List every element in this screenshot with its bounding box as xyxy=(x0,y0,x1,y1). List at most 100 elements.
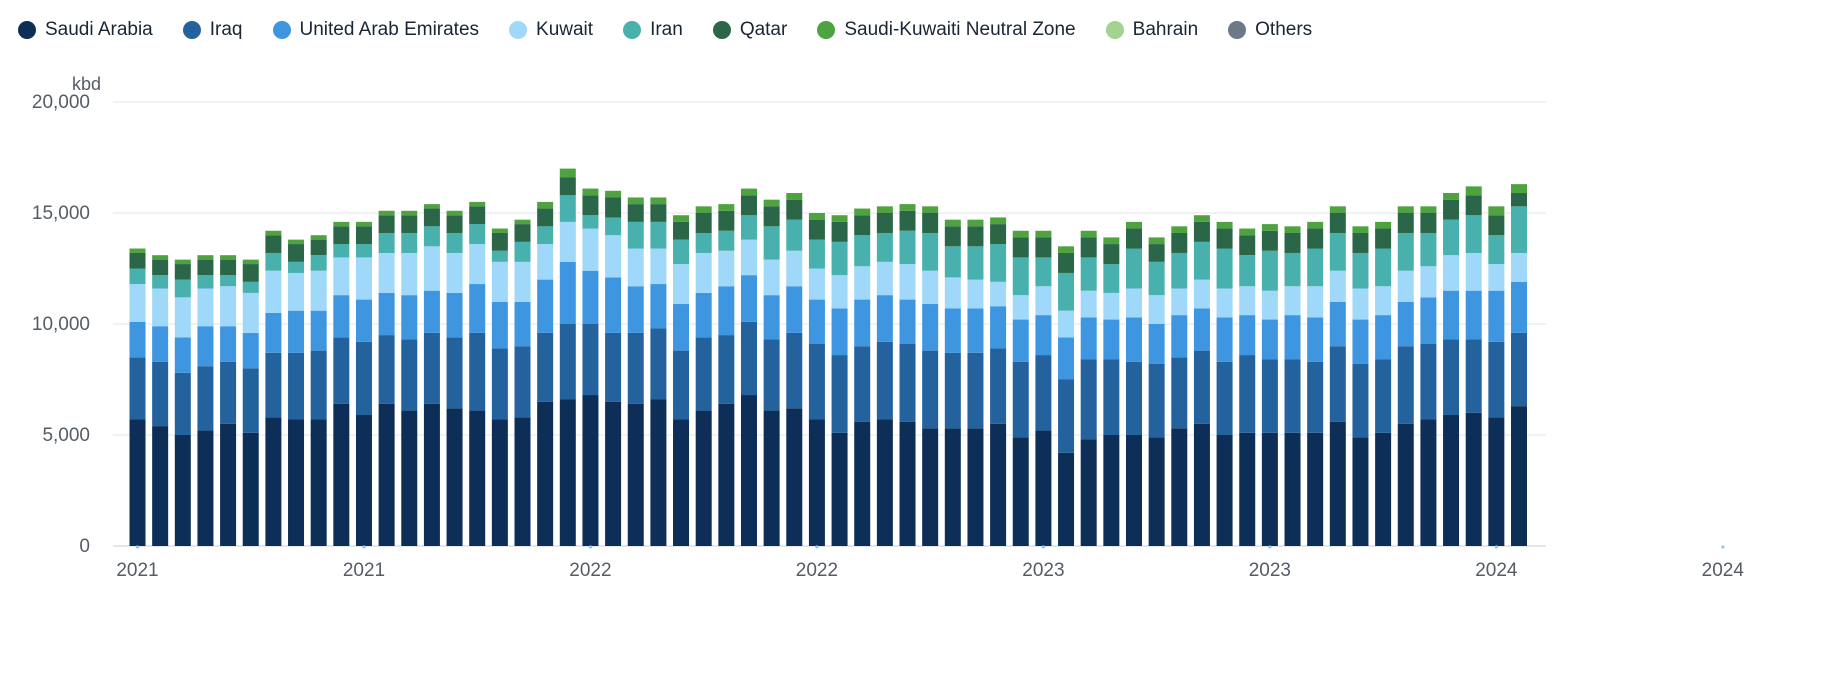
bar-segment-iraq xyxy=(197,366,214,431)
bar-segment-united-arab-emirates xyxy=(854,299,871,347)
bar-segment-united-arab-emirates xyxy=(1171,315,1188,358)
bar-segment-iran xyxy=(242,281,259,293)
bar-segment-united-arab-emirates xyxy=(265,312,282,353)
bar-segment-iraq xyxy=(1216,361,1233,435)
bar-segment-iran xyxy=(1465,215,1482,253)
bar-segment-saudi-arabia xyxy=(605,401,622,546)
bar-segment-saudi-arabia xyxy=(1216,435,1233,546)
bar-segment-united-arab-emirates xyxy=(1352,319,1369,364)
bar-segment-qatar xyxy=(967,226,984,247)
bar-segment-kuwait xyxy=(514,261,531,302)
bar-segment-united-arab-emirates xyxy=(582,270,599,324)
bar-segment-united-arab-emirates xyxy=(423,290,440,333)
legend-item-kuwait[interactable]: Kuwait xyxy=(509,19,593,41)
bar-segment-saudi-kuwaiti-neutral-zone xyxy=(831,215,848,222)
bar-segment-iraq xyxy=(876,341,893,420)
legend-label: Saudi-Kuwaiti Neutral Zone xyxy=(844,19,1076,40)
bar-segment-iraq xyxy=(944,352,961,429)
bar-segment-iran xyxy=(1080,257,1097,291)
bar-segment-united-arab-emirates xyxy=(129,321,146,358)
bar-segment-qatar xyxy=(1375,228,1392,249)
bar-segment-saudi-kuwaiti-neutral-zone xyxy=(355,221,372,227)
bar-segment-kuwait xyxy=(378,252,395,293)
legend-item-united-arab-emirates[interactable]: United Arab Emirates xyxy=(272,19,479,41)
bar-segment-united-arab-emirates xyxy=(1465,290,1482,340)
bar-segment-qatar xyxy=(944,226,961,247)
bar-segment-saudi-arabia xyxy=(944,428,961,546)
bar-segment-united-arab-emirates xyxy=(876,295,893,342)
bar-segment-united-arab-emirates xyxy=(1307,317,1324,362)
bar-segment-iraq xyxy=(1171,357,1188,429)
bar-segment-united-arab-emirates xyxy=(1239,315,1256,356)
bar-segment-saudi-arabia xyxy=(1420,419,1437,546)
bar-stack xyxy=(922,206,939,546)
bar-segment-qatar xyxy=(174,264,191,280)
bar-segment-saudi-arabia xyxy=(1352,437,1369,546)
legend-item-saudi-arabia[interactable]: Saudi Arabia xyxy=(18,19,153,41)
bar-segment-qatar xyxy=(197,259,214,276)
x-tick-mark xyxy=(588,545,593,549)
bar-segment-iraq xyxy=(831,355,848,433)
bar-segment-kuwait xyxy=(129,284,146,322)
legend-label: Iraq xyxy=(209,19,243,40)
bar-stack xyxy=(537,201,554,546)
bar-segment-kuwait xyxy=(1103,292,1120,320)
bar-segment-qatar xyxy=(605,197,622,218)
bar-segment-saudi-arabia xyxy=(1035,430,1052,546)
bar-segment-iraq xyxy=(469,332,486,411)
bar-segment-saudi-kuwaiti-neutral-zone xyxy=(1488,206,1505,216)
bar-segment-kuwait xyxy=(174,297,191,338)
bar-segment-qatar xyxy=(310,239,327,256)
bar-segment-iraq xyxy=(808,343,825,420)
bar-segment-qatar xyxy=(1465,195,1482,216)
bar-segment-iran xyxy=(786,219,803,251)
bar-segment-kuwait xyxy=(763,259,780,296)
legend-item-bahrain[interactable]: Bahrain xyxy=(1105,19,1198,41)
bar-segment-saudi-kuwaiti-neutral-zone xyxy=(1216,221,1233,229)
bar-segment-iran xyxy=(922,232,939,271)
bar-segment-kuwait xyxy=(967,279,984,309)
x-tick-mark xyxy=(362,545,366,549)
bar-segment-iran xyxy=(876,232,893,262)
bar-segment-iraq xyxy=(1443,339,1460,416)
bar-segment-united-arab-emirates xyxy=(469,284,486,333)
legend-item-iran[interactable]: Iran xyxy=(623,19,683,41)
bar-segment-qatar xyxy=(899,210,916,231)
bar-segment-qatar xyxy=(1307,228,1324,249)
bar-segment-qatar xyxy=(627,204,644,222)
bar-segment-iraq xyxy=(627,332,644,404)
bar-segment-qatar xyxy=(1420,213,1437,233)
bar-stack xyxy=(1284,226,1301,546)
legend-item-others[interactable]: Others xyxy=(1228,19,1312,41)
legend-item-iraq[interactable]: Iraq xyxy=(182,19,243,41)
bar-segment-kuwait xyxy=(1193,279,1210,309)
bar-segment-saudi-kuwaiti-neutral-zone xyxy=(990,217,1007,225)
bar-segment-kuwait xyxy=(1511,252,1527,282)
bar-segment-saudi-kuwaiti-neutral-zone xyxy=(537,201,554,209)
bar-segment-iraq xyxy=(1284,359,1301,433)
bar-segment-iran xyxy=(333,244,350,258)
bar-segment-iran xyxy=(1261,250,1278,291)
legend-label: Saudi Arabia xyxy=(45,19,153,40)
bar-segment-saudi-arabia xyxy=(763,410,780,546)
bar-segment-saudi-kuwaiti-neutral-zone xyxy=(695,206,712,213)
bar-segment-iraq xyxy=(899,343,916,422)
y-tick-label: 5,000 xyxy=(42,425,90,446)
bar-segment-saudi-arabia xyxy=(1058,452,1075,546)
bar-segment-united-arab-emirates xyxy=(922,304,939,351)
bar-segment-qatar xyxy=(1080,237,1097,258)
bar-segment-saudi-kuwaiti-neutral-zone xyxy=(446,210,463,216)
bar-segment-iraq xyxy=(1397,346,1414,424)
legend-item-saudi-kuwaiti-neutral-zone[interactable]: Saudi-Kuwaiti Neutral Zone xyxy=(817,19,1076,41)
x-tick-label: 2022 xyxy=(796,560,838,581)
bar-segment-saudi-arabia xyxy=(582,395,599,546)
bar-segment-saudi-kuwaiti-neutral-zone xyxy=(854,208,871,216)
bar-segment-kuwait xyxy=(605,235,622,278)
bar-segment-iraq xyxy=(288,352,305,420)
legend-item-qatar[interactable]: Qatar xyxy=(712,19,787,41)
bar-segment-united-arab-emirates xyxy=(559,261,576,324)
bar-segment-saudi-kuwaiti-neutral-zone xyxy=(1103,237,1120,245)
bar-segment-kuwait xyxy=(559,221,576,262)
bar-segment-qatar xyxy=(152,259,169,276)
bar-segment-iraq xyxy=(401,339,418,411)
